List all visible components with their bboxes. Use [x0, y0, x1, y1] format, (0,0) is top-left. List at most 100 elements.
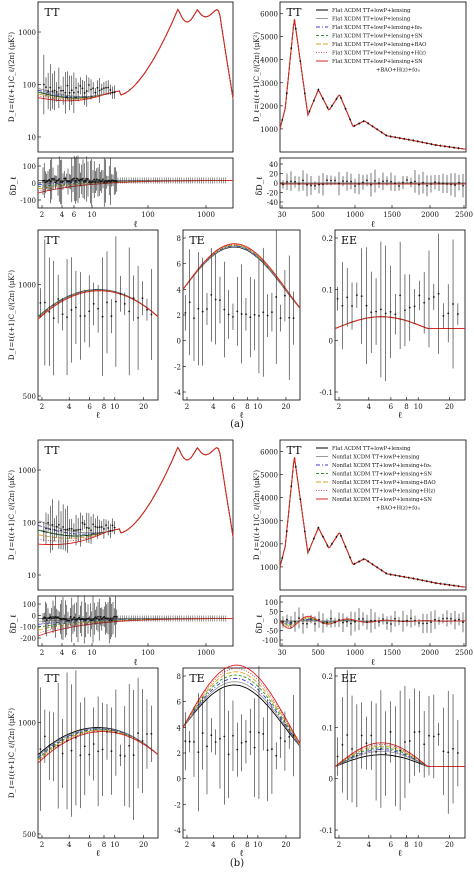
data-point [421, 579, 424, 582]
panel-title: TT [287, 6, 303, 19]
data-point [92, 180, 94, 183]
data-point [398, 185, 400, 187]
data-point [137, 317, 139, 319]
legend-entry: Nonflat XCDM TT+lowP+lensing+H(z) [332, 488, 435, 495]
data-point [346, 180, 348, 183]
y-tick-label: 1000 [18, 719, 36, 727]
data-point [390, 180, 392, 183]
y-tick-label: 500 [23, 831, 36, 839]
x-axis-label: ℓ [133, 220, 137, 230]
data-point [322, 183, 324, 186]
data-point [66, 84, 69, 87]
y-tick-label: -100 [20, 624, 36, 632]
data-point [394, 136, 397, 139]
data-point [374, 619, 376, 622]
data-point [434, 618, 436, 621]
data-point [188, 740, 191, 743]
data-point [57, 744, 60, 747]
x-tick-label: 10 [253, 841, 262, 849]
data-point [123, 302, 126, 305]
data-point [43, 735, 46, 738]
y-tick-label: 0 [274, 618, 278, 626]
data-point [48, 310, 51, 313]
data-point [365, 304, 368, 307]
data-point [442, 315, 445, 317]
data-point [371, 563, 374, 566]
data-point [64, 528, 67, 531]
data-point [284, 294, 286, 297]
x-tick-label: 20 [445, 841, 454, 849]
data-point [340, 96, 342, 99]
data-point [402, 181, 404, 184]
data-point [437, 733, 440, 736]
data-point [70, 179, 73, 181]
panel-title: TT [287, 444, 303, 457]
data-point [73, 177, 76, 180]
data-point [308, 548, 311, 551]
data-point [317, 88, 320, 91]
data-point [422, 622, 424, 625]
data-point [279, 317, 282, 319]
data-point [83, 523, 86, 526]
data-point [266, 749, 269, 752]
y-tick-label: 4000 [260, 495, 278, 503]
data-point [112, 617, 114, 620]
data-point [428, 297, 430, 300]
y-tick-label: 1000 [18, 467, 36, 475]
data-point [100, 618, 103, 620]
data-point [64, 618, 67, 620]
data-point [330, 617, 332, 620]
data-point [398, 620, 400, 622]
data-point [386, 180, 388, 182]
data-point [94, 525, 97, 528]
data-point [403, 137, 406, 140]
data-point [399, 749, 402, 752]
data-point [312, 99, 315, 102]
y-axis-label: D_ℓ=ℓ(ℓ+1)C_ℓ/(2π) (μK²) [8, 270, 16, 360]
data-point [331, 542, 333, 545]
data-point [290, 621, 292, 624]
x-tick-label: 1500 [383, 211, 401, 219]
data-point [344, 107, 347, 110]
data-point [351, 748, 353, 750]
x-tick-label: 2 [40, 841, 44, 849]
data-point [109, 530, 112, 532]
data-point [404, 309, 406, 312]
y-tick-label: 0 [177, 776, 181, 784]
model-hz [182, 668, 301, 745]
data-point [360, 295, 363, 298]
data-point [306, 622, 308, 625]
y-tick-label: 8 [177, 673, 181, 681]
data-point [279, 737, 282, 739]
data-point [458, 181, 460, 184]
data-point [394, 313, 397, 316]
data-point [94, 91, 97, 94]
data-point [418, 294, 421, 297]
data-point [61, 313, 64, 316]
data-point [58, 178, 61, 180]
data-point [281, 119, 284, 121]
data-point [334, 179, 336, 182]
data-point [197, 307, 200, 310]
data-point [69, 181, 72, 183]
data-point [336, 297, 339, 300]
y-tick-label: 1000 [18, 29, 36, 37]
data-point [100, 88, 103, 91]
data-point [439, 582, 442, 585]
data-point [430, 143, 433, 146]
x-tick-label: 8 [102, 841, 106, 849]
data-point [384, 752, 387, 755]
legend-entry: Flat XCDM TT+lowP+lensing+H(z) [332, 50, 426, 57]
data-point [288, 735, 291, 738]
data-point [438, 182, 440, 184]
data-point [456, 313, 459, 315]
data-point [99, 615, 102, 618]
y-tick-label: 0 [329, 338, 333, 346]
data-point [430, 183, 432, 185]
y-tick-label: 40 [269, 161, 278, 169]
data-point [370, 311, 373, 314]
data-point [407, 138, 410, 141]
y-tick-label: 6000 [260, 11, 278, 19]
data-point [97, 750, 100, 753]
data-point [84, 179, 87, 182]
